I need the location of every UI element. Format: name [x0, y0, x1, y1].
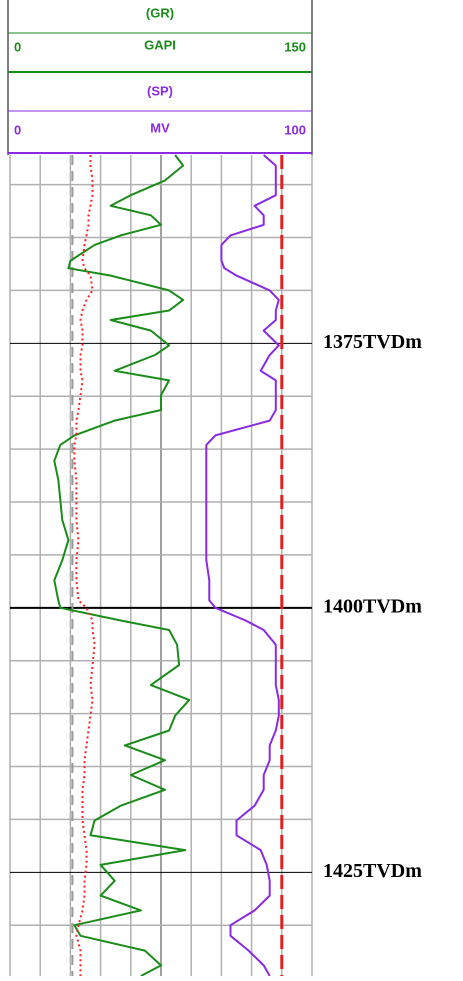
log-curve — [53, 154, 191, 977]
log-curve — [205, 154, 280, 977]
scale-max: 100 — [284, 122, 306, 137]
track-unit: GAPI — [144, 37, 176, 52]
scale-min: 0 — [14, 39, 21, 54]
track-name: (GR) — [146, 5, 174, 20]
scale-min: 0 — [14, 122, 21, 137]
track-name: (SP) — [147, 83, 173, 98]
depth-label: 1375TVDm — [323, 331, 422, 353]
depth-label: 1400TVDm — [323, 595, 422, 617]
scale-max: 150 — [284, 39, 306, 54]
depth-label: 1425TVDm — [323, 860, 422, 882]
track-unit: MV — [150, 120, 170, 135]
log-curve — [73, 155, 96, 976]
